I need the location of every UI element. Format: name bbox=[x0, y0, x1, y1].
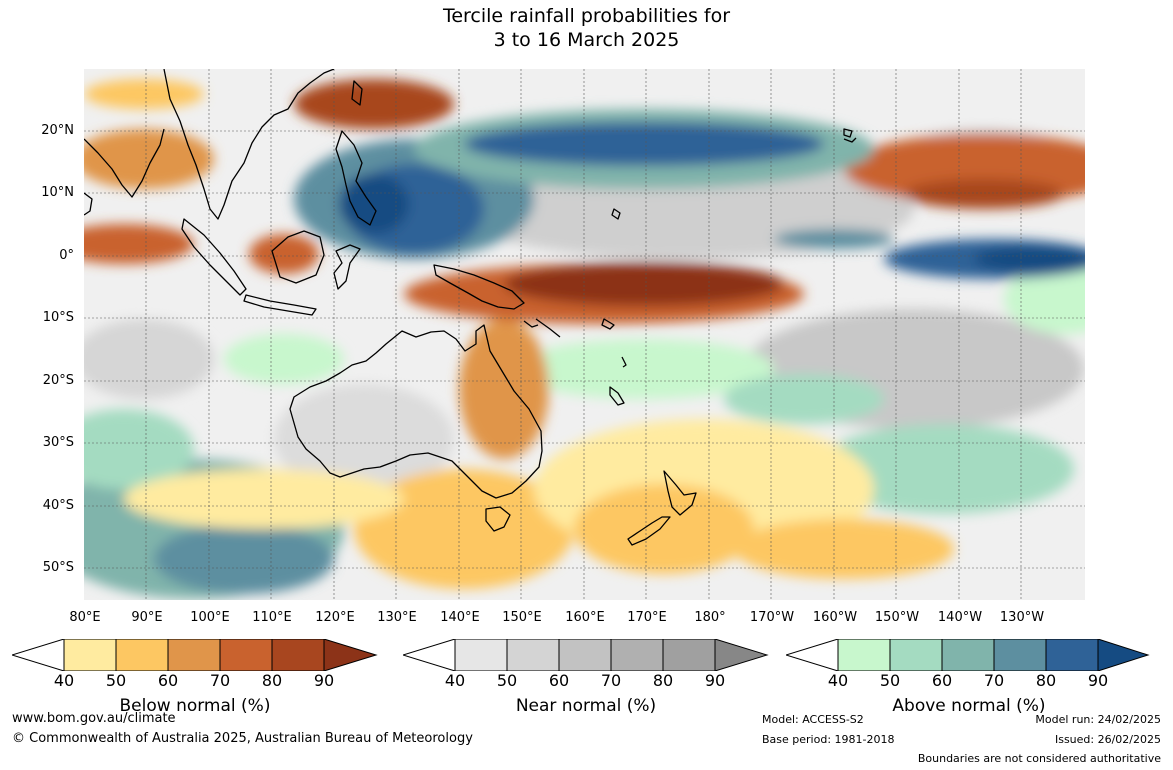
tick-label: 60 bbox=[548, 671, 570, 690]
map-title: Tercile rainfall probabilities for 3 to … bbox=[0, 4, 1173, 52]
boundaries-disclaimer: Boundaries are not considered authoritat… bbox=[917, 752, 1161, 765]
lat-label-50s: 50°S bbox=[42, 560, 74, 575]
colorbar-near-normal-swatches bbox=[401, 638, 769, 672]
colorbar-near-normal-title: Near normal (%) bbox=[515, 696, 657, 716]
colorbar-above-normal bbox=[784, 638, 1152, 675]
lon-label-170w: 170°W bbox=[749, 610, 795, 625]
title-line-1: Tercile rainfall probabilities for bbox=[442, 5, 731, 27]
coastlines bbox=[84, 69, 857, 546]
lat-label-20s: 20°S bbox=[42, 373, 74, 388]
tick-label: 50 bbox=[496, 671, 518, 690]
colorbar-below-normal-title: Below normal (%) bbox=[119, 696, 271, 716]
lat-label-equator: 0° bbox=[59, 248, 74, 263]
lat-label-20n: 20°N bbox=[41, 123, 74, 138]
tasmania-coastline bbox=[485, 506, 511, 532]
borneo-coastline bbox=[271, 230, 325, 284]
model-text: Model: ACCESS-S2 bbox=[762, 713, 864, 726]
tick-label: 40 bbox=[53, 671, 75, 690]
new-guinea-coastline bbox=[433, 264, 525, 310]
colorbar-below-normal-swatches bbox=[10, 638, 378, 672]
tick-label: 60 bbox=[157, 671, 179, 690]
tick-label: 80 bbox=[652, 671, 674, 690]
australia-coastline bbox=[289, 324, 543, 499]
tick-label: 90 bbox=[1087, 671, 1109, 690]
tick-label: 90 bbox=[313, 671, 335, 690]
lon-label-150w: 150°W bbox=[874, 610, 920, 625]
tick-label: 70 bbox=[209, 671, 231, 690]
colorbar-above-normal-title: Above normal (%) bbox=[892, 696, 1046, 716]
lon-label-90e: 90°E bbox=[131, 610, 163, 625]
tick-label: 90 bbox=[704, 671, 726, 690]
tick-label: 80 bbox=[1035, 671, 1057, 690]
probability-field bbox=[84, 79, 1085, 599]
lon-label-130e: 130°E bbox=[377, 610, 417, 625]
issued-text: Issued: 26/02/2025 bbox=[1054, 733, 1161, 746]
rainfall-probability-map bbox=[84, 69, 1085, 600]
copyright-text: © Commonwealth of Australia 2025, Austra… bbox=[12, 731, 473, 746]
graticule bbox=[84, 69, 1085, 600]
lon-label-170e: 170°E bbox=[627, 610, 667, 625]
tick-label: 40 bbox=[444, 671, 466, 690]
base-period-text: Base period: 1981-2018 bbox=[762, 733, 895, 746]
tick-label: 70 bbox=[983, 671, 1005, 690]
tick-label: 50 bbox=[879, 671, 901, 690]
lon-label-100e: 100°E bbox=[190, 610, 230, 625]
lon-label-140w: 140°W bbox=[937, 610, 983, 625]
lon-label-160w: 160°W bbox=[812, 610, 858, 625]
lon-label-160e: 160°E bbox=[565, 610, 605, 625]
lat-label-10n: 10°N bbox=[41, 185, 74, 200]
lon-label-80e: 80°E bbox=[69, 610, 101, 625]
lon-label-130w: 130°W bbox=[999, 610, 1045, 625]
lon-label-120e: 120°E bbox=[315, 610, 355, 625]
tick-label: 70 bbox=[600, 671, 622, 690]
colorbar-below-normal bbox=[10, 638, 378, 675]
lon-label-140e: 140°E bbox=[440, 610, 480, 625]
model-run-text: Model run: 24/02/2025 bbox=[1035, 713, 1161, 726]
new-zealand-coastline bbox=[663, 470, 697, 516]
lat-label-30s: 30°S bbox=[42, 435, 74, 450]
lon-label-110e: 110°E bbox=[252, 610, 292, 625]
lon-label-180: 180° bbox=[694, 610, 726, 625]
website-link[interactable]: www.bom.gov.au/climate bbox=[12, 711, 176, 726]
tick-label: 80 bbox=[261, 671, 283, 690]
lat-label-10s: 10°S bbox=[42, 310, 74, 325]
philippines-coastline bbox=[335, 130, 377, 226]
map-canvas bbox=[84, 69, 1085, 600]
lat-label-40s: 40°S bbox=[42, 498, 74, 513]
lon-label-150e: 150°E bbox=[502, 610, 542, 625]
tick-label: 60 bbox=[931, 671, 953, 690]
colorbar-above-normal-swatches bbox=[784, 638, 1150, 672]
colorbar-near-normal bbox=[401, 638, 769, 675]
title-line-2: 3 to 16 March 2025 bbox=[493, 29, 680, 51]
tick-label: 50 bbox=[105, 671, 127, 690]
tick-label: 40 bbox=[827, 671, 849, 690]
